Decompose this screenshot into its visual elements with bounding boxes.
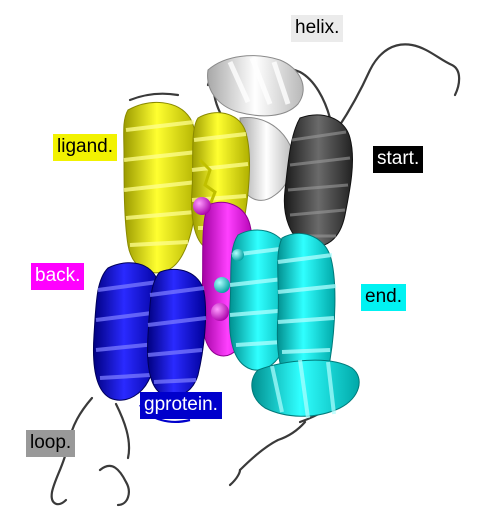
label-end: end. bbox=[361, 284, 406, 311]
start-segment bbox=[283, 114, 353, 247]
label-ligand: ligand. bbox=[53, 134, 117, 161]
label-start: start. bbox=[373, 146, 424, 173]
gprotein-segment bbox=[92, 262, 207, 423]
end-segment bbox=[214, 229, 360, 419]
label-gprotein: gprotein. bbox=[140, 392, 222, 419]
helix-segment bbox=[207, 55, 304, 201]
label-back: back. bbox=[31, 263, 85, 290]
label-loop: loop. bbox=[26, 430, 76, 457]
label-helix: helix. bbox=[291, 15, 344, 42]
